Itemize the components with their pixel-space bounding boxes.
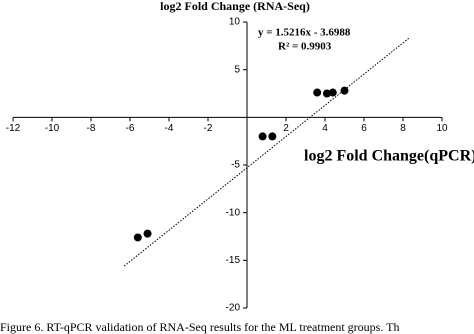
- x-tick-label: -12: [6, 123, 21, 134]
- chart-title: log2 Fold Change (RNA-Seq): [160, 0, 310, 13]
- x-tick-label: -10: [45, 123, 60, 134]
- point: [268, 132, 277, 141]
- y-tick-label: -20: [226, 303, 241, 314]
- x-tick-label: -6: [126, 123, 135, 134]
- equation: y = 1.5216x - 3.6988: [258, 27, 351, 39]
- trendline: [123, 37, 410, 267]
- r-squared: R² = 0.9903: [278, 41, 332, 53]
- y-tick-label: -5: [231, 160, 240, 171]
- x-tick-label: 2: [283, 123, 289, 134]
- x-tick-label: -4: [165, 123, 174, 134]
- x-tick-label: -2: [204, 123, 213, 134]
- y-tick-label: 10: [229, 17, 241, 28]
- x-tick-label: 10: [436, 123, 448, 134]
- x-tick-label: 8: [400, 123, 406, 134]
- point: [313, 88, 322, 97]
- y-tick-label: -10: [226, 207, 241, 218]
- x-axis-label: log2 Fold Change(qPCR): [304, 148, 474, 165]
- point: [133, 233, 142, 242]
- y-tick-label: 5: [234, 64, 240, 75]
- caption: Figure 6. RT-qPCR validation of RNA-Seq …: [0, 320, 399, 334]
- point: [328, 88, 337, 97]
- point: [258, 132, 267, 141]
- x-tick-label: 4: [322, 123, 328, 134]
- point: [340, 86, 349, 95]
- point: [143, 229, 152, 238]
- y-tick-label: -15: [226, 255, 241, 266]
- x-tick-label: 6: [361, 123, 367, 134]
- x-tick-label: -8: [87, 123, 96, 134]
